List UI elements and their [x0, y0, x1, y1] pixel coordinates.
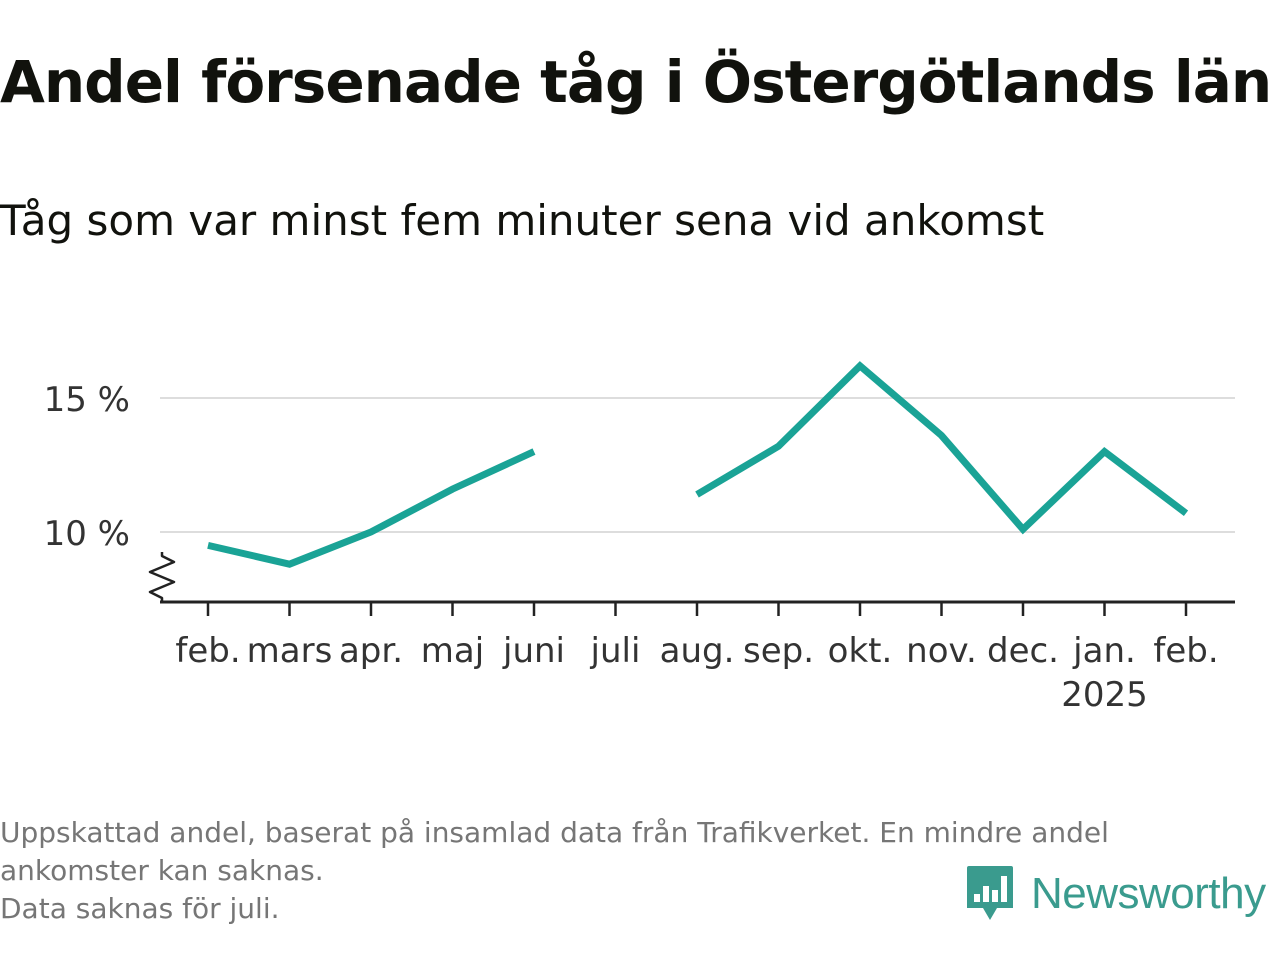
y-tick-label: 10 %: [44, 514, 130, 554]
footnote-line-2: ankomster kan saknas.: [0, 854, 324, 887]
gridlines: [160, 397, 1235, 533]
brand-logo: Newsworthy: [965, 862, 1266, 926]
x-year-label: 2025: [1061, 675, 1148, 715]
newsworthy-logo-icon: [967, 866, 1013, 920]
axis-break-marker: [148, 552, 176, 602]
x-tick-label: mars: [247, 631, 333, 671]
series-line: [207, 448, 536, 568]
y-tick-label: 15 %: [44, 380, 130, 420]
series-line: [695, 361, 1189, 535]
x-tick-label: feb.: [175, 631, 240, 671]
x-tick-label: aug.: [660, 631, 735, 671]
x-tick-label: sep.: [743, 631, 814, 671]
x-tick-label: maj: [421, 631, 484, 671]
chart-title: Andel försenade tåg i Östergötlands län: [0, 48, 1272, 116]
brand-name: Newsworthy: [1031, 869, 1266, 918]
x-tick-label: okt.: [828, 631, 893, 671]
footnote-line-3: Data saknas för juli.: [0, 892, 280, 925]
x-tick-label: nov.: [906, 631, 977, 671]
x-axis: [148, 552, 1235, 616]
series-lines: [207, 361, 1189, 568]
x-tick-label: jan.: [1072, 631, 1136, 671]
x-axis-labels: feb. mars apr. maj juni juli aug. sep. okt. nov. d…: [175, 631, 1218, 715]
x-tick-label: juli: [590, 631, 641, 671]
footnote: Uppskattad andel, baserat på insamlad da…: [0, 814, 1270, 928]
line-chart: 10 %15 % feb. mars apr. maj juni juli aug. sep.…: [44, 361, 1235, 715]
x-tick-label: apr.: [339, 631, 403, 671]
chart-subtitle: Tåg som var minst fem minuter sena vid a…: [0, 196, 1045, 245]
x-tick-label: feb.: [1153, 631, 1218, 671]
y-axis-ticks: 10 % 15 %: [44, 380, 130, 554]
x-tick-label: dec.: [987, 631, 1059, 671]
x-tick-label: juni: [502, 631, 565, 671]
footnote-line-1: Uppskattad andel, baserat på insamlad da…: [0, 816, 1109, 849]
